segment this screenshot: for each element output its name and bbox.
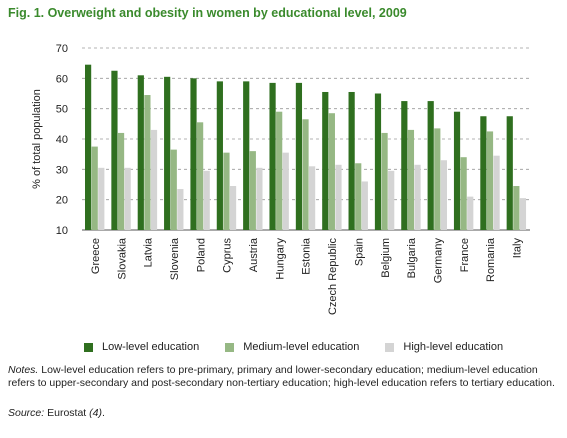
bar-high — [335, 164, 342, 230]
bar-chart: 10 20 30 40 50 60 70 % of total population Gre… — [31, 43, 530, 315]
legend-item-low: Low-level education — [84, 341, 199, 353]
x-tick-label: Germany — [432, 238, 444, 284]
bar-low — [322, 91, 329, 230]
y-tick-label: 10 — [56, 225, 68, 237]
y-axis-label: % of total population — [31, 89, 43, 189]
bar-high — [440, 160, 447, 230]
x-tick-label: Czech Republic — [327, 238, 339, 316]
bar-high — [98, 167, 105, 230]
bar-high — [467, 196, 474, 230]
bar-high — [177, 189, 184, 230]
bar-medium — [513, 186, 520, 230]
notes-lead: Notes. — [8, 364, 39, 376]
bar-low — [295, 82, 303, 230]
x-tick-label: Italy — [512, 238, 524, 259]
source-end: . — [101, 407, 105, 419]
bar-low — [401, 101, 408, 230]
bar-low — [137, 75, 144, 230]
bar-low — [480, 116, 487, 230]
bar-low — [243, 81, 250, 230]
x-tick-label: Slovakia — [116, 237, 128, 279]
x-tick-label: Romania — [485, 237, 497, 282]
x-tick-label: Estonia — [301, 237, 313, 275]
bar-low — [269, 82, 276, 230]
bar-high — [229, 186, 237, 230]
bar-low — [190, 78, 197, 230]
bar-high — [388, 170, 395, 230]
figure-title: Fig. 1. Overweight and obesity in women … — [8, 6, 407, 20]
bar-high — [309, 166, 316, 230]
x-tick-label: Latvia — [143, 237, 155, 267]
bar-medium — [91, 146, 98, 230]
x-tick-label: Spain — [353, 238, 365, 266]
bar-low — [85, 64, 92, 230]
bar-low — [164, 76, 171, 230]
bar-high — [282, 152, 289, 230]
bar-high — [519, 198, 527, 230]
y-tick-label: 30 — [56, 164, 68, 176]
bar-medium — [170, 149, 177, 230]
bar-high — [493, 155, 500, 230]
bar-high — [256, 167, 263, 230]
bar-medium — [302, 119, 309, 230]
bar-low — [348, 91, 355, 230]
y-tick-label: 60 — [56, 73, 68, 85]
legend-label-medium: Medium-level education — [243, 341, 360, 353]
bar-medium — [117, 132, 125, 230]
legend-swatch-high — [385, 342, 395, 352]
source-ref: (4) — [89, 407, 102, 419]
bar-medium — [223, 152, 230, 230]
y-tick-label: 50 — [56, 104, 68, 116]
y-tick-label: 20 — [56, 195, 68, 207]
legend-swatch-low — [84, 342, 93, 352]
bar-medium — [486, 131, 494, 230]
bar-high — [150, 129, 158, 230]
y-axis-ticks: 10 20 30 40 50 60 70 — [56, 43, 68, 237]
bar-medium — [249, 151, 256, 230]
x-tick-label: Belgium — [380, 238, 392, 278]
bar-medium — [381, 132, 388, 230]
bar-medium — [197, 122, 204, 230]
x-tick-label: Greece — [90, 238, 102, 274]
x-tick-label: France — [459, 238, 471, 272]
source-text: Eurostat — [44, 407, 90, 419]
bar-low — [506, 116, 513, 230]
notes-text: Low-level education refers to pre-primar… — [8, 364, 555, 389]
legend: Low-level education Medium-level educati… — [84, 339, 529, 355]
x-tick-label: Austria — [248, 237, 260, 272]
y-tick-label: 70 — [56, 43, 68, 55]
legend-item-high: High-level education — [385, 341, 503, 353]
x-tick-label: Poland — [195, 238, 207, 272]
bar-medium — [328, 113, 335, 230]
bar-low — [111, 70, 118, 230]
bar-medium — [144, 95, 151, 231]
source-line: Source: Eurostat (4). — [8, 407, 105, 419]
bar-medium — [276, 111, 283, 230]
legend-label-low: Low-level education — [102, 341, 200, 353]
bars — [85, 64, 527, 231]
bar-medium — [407, 129, 415, 230]
bar-high — [361, 181, 368, 230]
x-tick-label: Hungary — [274, 238, 286, 280]
y-tick-label: 40 — [56, 134, 68, 146]
bar-medium — [434, 128, 441, 230]
bar-low — [427, 101, 434, 230]
legend-item-medium: Medium-level education — [225, 341, 359, 353]
bar-medium — [355, 163, 362, 230]
legend-swatch-medium — [225, 342, 235, 352]
x-tick-label: Bulgaria — [406, 237, 418, 278]
bar-high — [414, 164, 421, 230]
notes: Notes. Low-level education refers to pre… — [8, 364, 560, 390]
x-axis-ticks: Greece Slovakia Latvia Slovenia Poland Cyprus… — [90, 237, 524, 315]
bar-low — [374, 93, 382, 230]
bar-low — [453, 111, 461, 230]
bar-high — [203, 170, 210, 230]
bar-low — [216, 81, 223, 230]
source-lead: Source: — [8, 407, 45, 419]
x-tick-label: Cyprus — [222, 238, 234, 273]
legend-label-high: High-level education — [403, 341, 504, 353]
bar-medium — [460, 157, 467, 230]
x-tick-label: Slovenia — [169, 237, 181, 280]
bar-high — [124, 167, 131, 230]
